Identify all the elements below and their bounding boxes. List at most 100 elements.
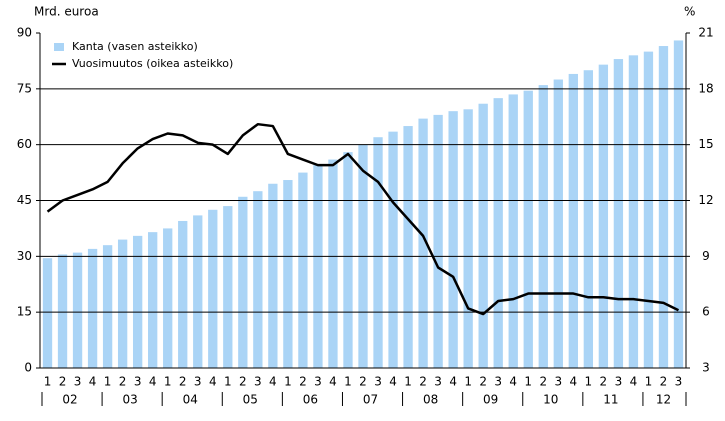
- bar: [448, 111, 458, 369]
- bar: [313, 165, 323, 368]
- x-tick-label: 2: [539, 375, 547, 389]
- x-tick-label: 3: [615, 375, 623, 389]
- bar: [268, 183, 278, 368]
- x-tick-label: 1: [164, 375, 172, 389]
- bar: [658, 46, 669, 369]
- bar: [373, 137, 383, 368]
- bar: [87, 248, 98, 368]
- x-tick-label: 4: [630, 375, 638, 389]
- x-tick-label: 4: [209, 375, 217, 389]
- year-label: 10: [543, 393, 558, 407]
- x-tick-label: 2: [479, 375, 487, 389]
- x-tick-label: 4: [570, 375, 578, 389]
- x-tick-label: 2: [600, 375, 608, 389]
- bar: [42, 258, 53, 368]
- y-tick-label: 75: [17, 81, 32, 95]
- x-tick-label: 2: [419, 375, 427, 389]
- x-tick-label: 3: [554, 375, 562, 389]
- bar: [238, 196, 248, 368]
- bar: [117, 239, 128, 368]
- y-axis-label: Mrd. euroa: [34, 5, 99, 19]
- year-label: 02: [62, 393, 77, 407]
- bar: [553, 79, 563, 369]
- bar: [538, 85, 548, 368]
- x-tick-label: 1: [224, 375, 232, 389]
- y2-tick-label: 15: [698, 137, 713, 151]
- x-tick-label: 3: [374, 375, 382, 389]
- x-tick-label: 2: [239, 375, 247, 389]
- bar: [478, 103, 488, 368]
- legend-box: [48, 37, 288, 73]
- y2-tick-label: 21: [698, 26, 713, 40]
- y-tick-label: 15: [17, 305, 32, 319]
- y-tick-label: 90: [17, 26, 32, 40]
- legend-label: Kanta (vasen asteikko): [72, 40, 198, 53]
- y-tick-label: 30: [17, 249, 32, 263]
- bar: [388, 131, 398, 368]
- bar: [493, 98, 503, 368]
- x-tick-label: 3: [314, 375, 322, 389]
- y2-tick-label: 18: [698, 81, 713, 95]
- bar: [163, 228, 173, 368]
- bar: [223, 206, 233, 368]
- x-tick-label: 3: [675, 375, 683, 389]
- bar: [418, 118, 428, 368]
- bar: [132, 235, 143, 368]
- y2-tick-label: 12: [698, 193, 713, 207]
- x-tick-label: 4: [269, 375, 277, 389]
- x-tick-label: 4: [509, 375, 517, 389]
- bar: [433, 114, 443, 368]
- x-tick-label: 2: [59, 375, 67, 389]
- x-tick-label: 2: [299, 375, 307, 389]
- bar: [568, 73, 578, 368]
- x-tick-label: 1: [344, 375, 352, 389]
- x-tick-label: 3: [194, 375, 202, 389]
- bar: [148, 232, 158, 368]
- year-label: 11: [603, 393, 618, 407]
- bar: [403, 126, 413, 368]
- y-tick-label: 0: [24, 361, 32, 375]
- x-tick-label: 3: [134, 375, 142, 389]
- year-label: 12: [656, 393, 671, 407]
- bar: [598, 64, 609, 368]
- x-tick-label: 1: [404, 375, 412, 389]
- x-tick-label: 1: [524, 375, 532, 389]
- bar: [102, 245, 113, 368]
- x-tick-label: 3: [254, 375, 262, 389]
- bar: [343, 152, 353, 368]
- x-tick-label: 2: [179, 375, 187, 389]
- y2-axis-label: %: [684, 5, 695, 19]
- legend-label: Vuosimuutos (oikea asteikko): [72, 57, 233, 70]
- bar: [178, 220, 188, 368]
- bar: [253, 191, 263, 368]
- line-series: [46, 122, 680, 316]
- x-tick-label: 1: [104, 375, 112, 389]
- year-label: 04: [183, 393, 198, 407]
- year-label: 03: [122, 393, 137, 407]
- x-tick-label: 2: [660, 375, 668, 389]
- y2-tick-label: 3: [702, 361, 710, 375]
- x-tick-label: 4: [89, 375, 97, 389]
- bar: [523, 90, 533, 368]
- bar: [193, 215, 203, 368]
- bar: [328, 159, 338, 368]
- bar: [508, 94, 518, 369]
- year-label: 07: [363, 393, 378, 407]
- x-tick-label: 4: [329, 375, 337, 389]
- bar: [208, 209, 218, 368]
- bar: [463, 109, 473, 369]
- y-tick-label: 60: [17, 137, 32, 151]
- x-tick-label: 4: [449, 375, 457, 389]
- x-tick-label: 3: [434, 375, 442, 389]
- bar: [628, 55, 639, 368]
- x-tick-label: 1: [284, 375, 292, 389]
- x-tick-label: 4: [149, 375, 157, 389]
- x-tick-label: 4: [389, 375, 397, 389]
- x-tick-label: 3: [494, 375, 502, 389]
- x-tick-label: 3: [74, 375, 82, 389]
- bar: [643, 51, 654, 368]
- x-tick-label: 1: [645, 375, 653, 389]
- bar: [57, 254, 68, 368]
- bar: [613, 59, 624, 369]
